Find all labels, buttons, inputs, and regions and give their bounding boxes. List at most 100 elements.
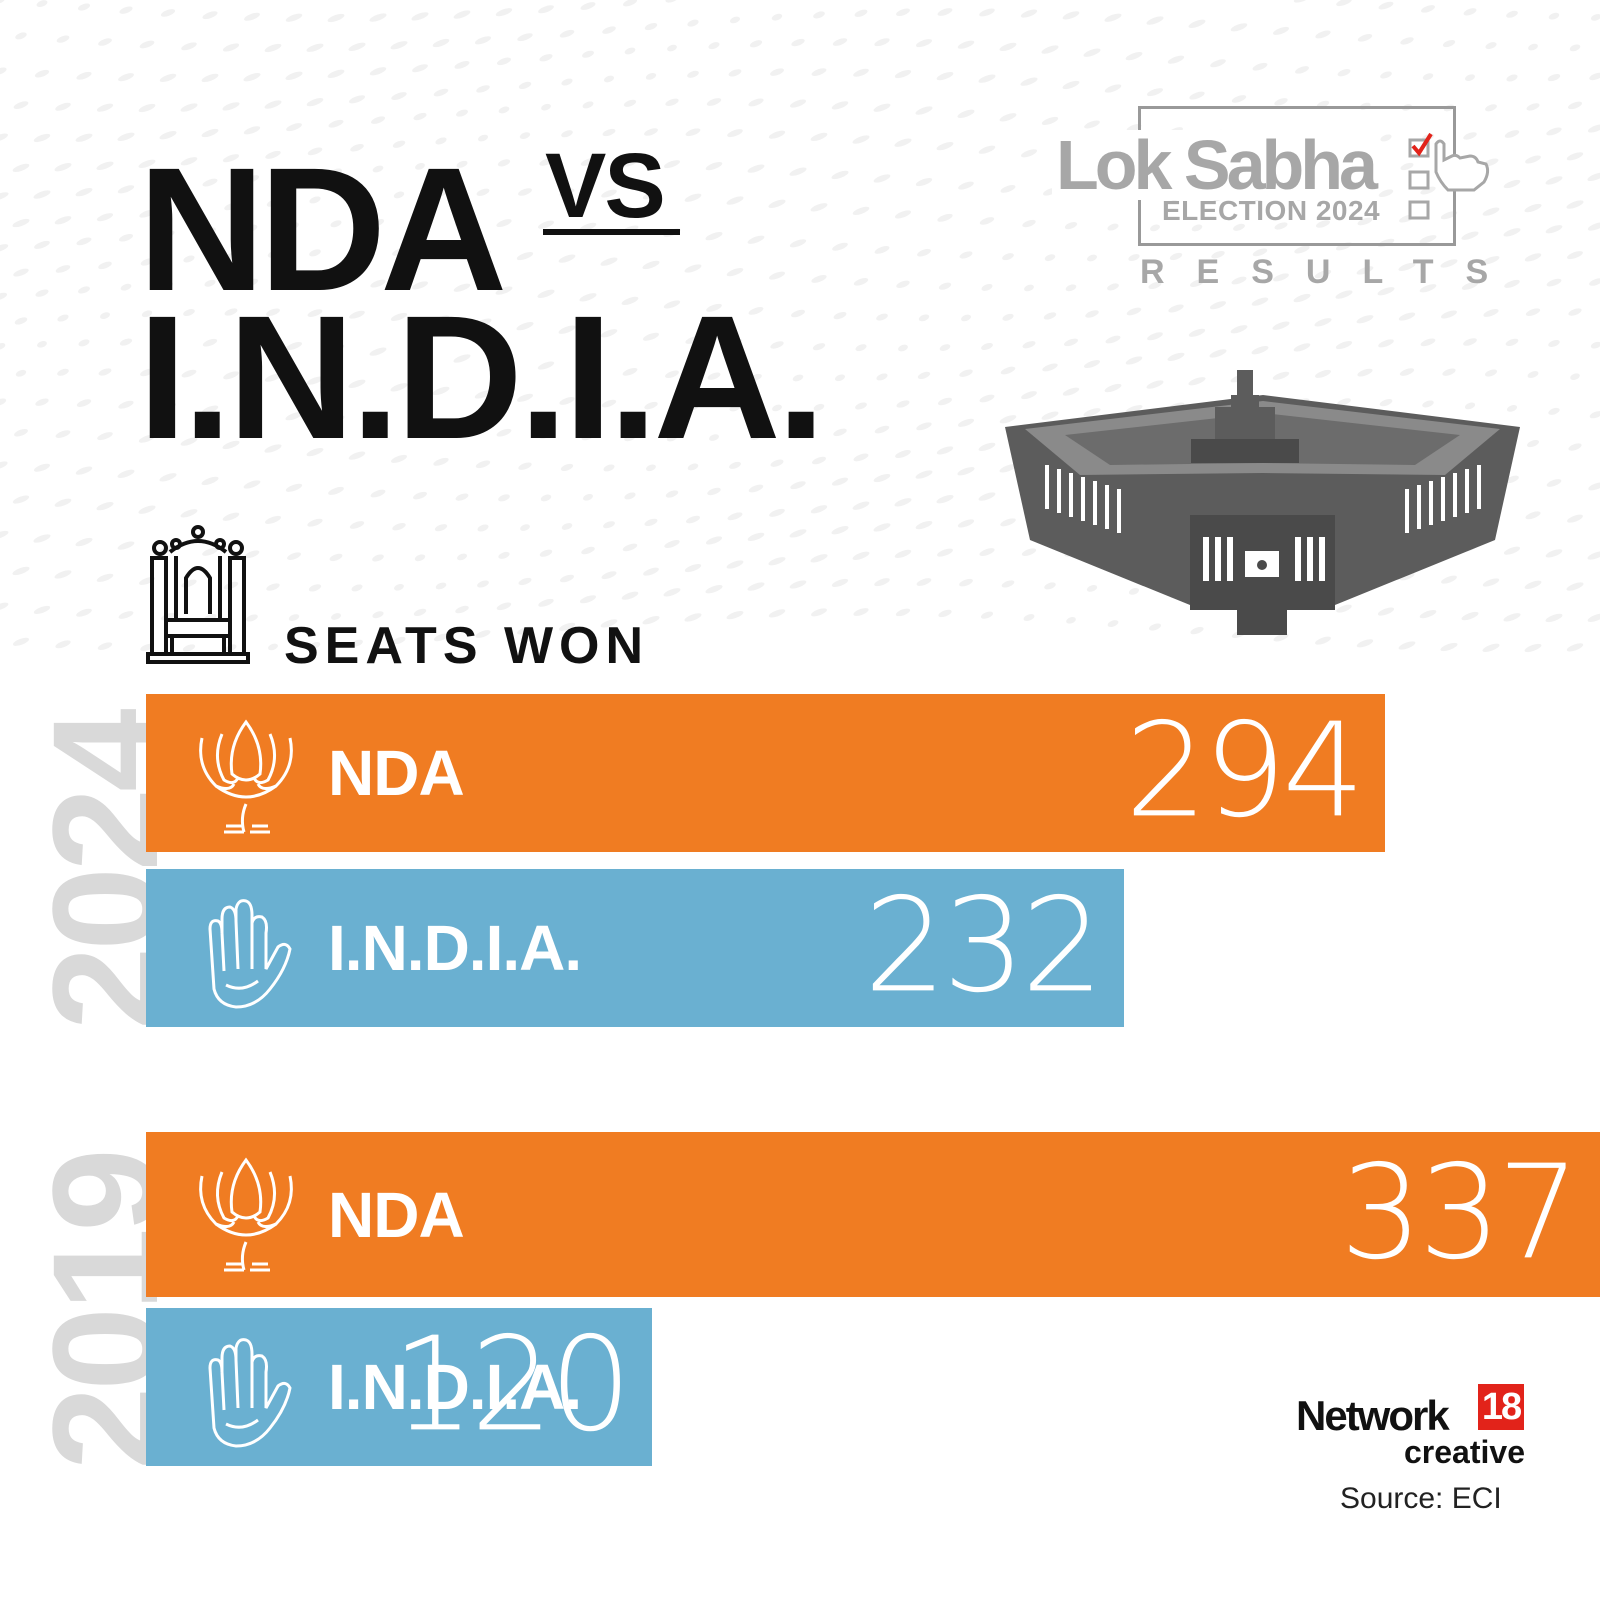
pattern-dot — [161, 338, 175, 346]
pattern-dot — [180, 157, 198, 166]
pattern-dot — [895, 450, 911, 459]
brand-number-badge: 18 — [1478, 1384, 1524, 1430]
pattern-dot — [601, 399, 617, 408]
pattern-dot — [1293, 293, 1311, 303]
pattern-dot — [454, 425, 470, 434]
pattern-dot — [539, 158, 553, 166]
pattern-dot — [561, 130, 573, 138]
pattern-dot — [1066, 617, 1076, 624]
pattern-dot — [1273, 273, 1289, 282]
pattern-dot — [729, 404, 741, 412]
pattern-dot — [415, 163, 425, 170]
pattern-dot — [1125, 405, 1143, 414]
pattern-dot — [285, 13, 303, 22]
pattern-dot — [1357, 34, 1373, 42]
pattern-dot — [0, 292, 8, 301]
pattern-dot — [1356, 266, 1374, 275]
pattern-dot — [266, 199, 280, 207]
pattern-dot — [204, 227, 216, 235]
pattern-dot — [118, 611, 134, 619]
pattern-dot — [328, 278, 344, 287]
pattern-dot — [601, 189, 617, 198]
pattern-dot — [1461, 231, 1479, 240]
pattern-dot — [772, 404, 782, 412]
pattern-dot — [876, 313, 888, 321]
pattern-dot — [894, 70, 912, 79]
pattern-dot — [1567, 514, 1583, 523]
pattern-dot — [1086, 585, 1098, 592]
pattern-dot — [371, 218, 385, 227]
pattern-dot — [181, 42, 197, 51]
pattern-dot — [1504, 279, 1520, 288]
pattern-dot — [477, 580, 489, 588]
pattern-dot — [665, 0, 679, 3]
pattern-dot — [1274, 222, 1288, 230]
pattern-dot — [1190, 279, 1204, 288]
pattern-dot — [1506, 405, 1518, 412]
pattern-dot — [1062, 11, 1080, 20]
pattern-dot — [705, 536, 723, 545]
pattern-dot — [1380, 71, 1392, 79]
pattern-dot — [351, 584, 363, 592]
pattern-dot — [810, 554, 828, 563]
pattern-dot — [138, 103, 156, 113]
pattern-dot — [496, 219, 512, 228]
pattern-dot — [1482, 643, 1500, 653]
pattern-dot — [835, 374, 845, 382]
pattern-dot — [75, 133, 93, 142]
pattern-dot — [457, 553, 467, 561]
pattern-dot — [644, 22, 658, 31]
pattern-dot — [896, 280, 910, 288]
pattern-dot — [959, 578, 973, 587]
pattern-dot — [453, 10, 471, 19]
pattern-dot — [684, 613, 702, 622]
pattern-dot — [202, 547, 218, 556]
pattern-dot — [684, 193, 702, 202]
pattern-dot — [602, 26, 616, 34]
pattern-dot — [1422, 400, 1434, 408]
pattern-dot — [348, 451, 366, 460]
pattern-dot — [516, 252, 534, 261]
pattern-dot — [1398, 312, 1416, 321]
pattern-dot — [981, 283, 993, 291]
pattern-dot — [57, 314, 69, 322]
pattern-dot — [1128, 254, 1140, 262]
pattern-dot — [1545, 613, 1563, 623]
pattern-dot — [1524, 203, 1542, 213]
pattern-dot — [749, 40, 763, 48]
pattern-dot — [96, 161, 114, 171]
pattern-dot — [957, 519, 975, 528]
pattern-dot — [916, 578, 932, 586]
pattern-dot — [78, 339, 90, 347]
pattern-dot — [434, 524, 448, 532]
pattern-dot — [770, 68, 784, 76]
pattern-dot — [747, 235, 765, 244]
pattern-dot — [1230, 23, 1248, 32]
pattern-dot — [411, 350, 429, 360]
pattern-dot — [1545, 549, 1563, 558]
pattern-dot — [517, 626, 533, 635]
pattern-dot — [372, 554, 384, 562]
pattern-dot — [1524, 580, 1542, 589]
pattern-dot — [498, 106, 510, 114]
pattern-dot — [938, 282, 952, 290]
pattern-dot — [1043, 312, 1057, 320]
pattern-dot — [244, 175, 260, 183]
pattern-dot — [330, 220, 342, 228]
pattern-dot — [580, 2, 596, 10]
pattern-dot — [894, 498, 912, 507]
pattern-dot — [75, 188, 93, 197]
pattern-dot — [978, 74, 996, 83]
pattern-dot — [541, 103, 551, 111]
pattern-dot — [1272, 371, 1290, 380]
pattern-dot — [667, 44, 677, 52]
pattern-dot — [750, 433, 762, 440]
pattern-dot — [1589, 278, 1600, 286]
pattern-dot — [54, 216, 72, 225]
pattern-dot — [705, 161, 723, 171]
pattern-dot — [1293, 343, 1311, 352]
pattern-dot — [412, 281, 428, 290]
pattern-dot — [644, 518, 658, 527]
pattern-dot — [201, 128, 219, 138]
bar-value: 337 — [1339, 1135, 1580, 1288]
